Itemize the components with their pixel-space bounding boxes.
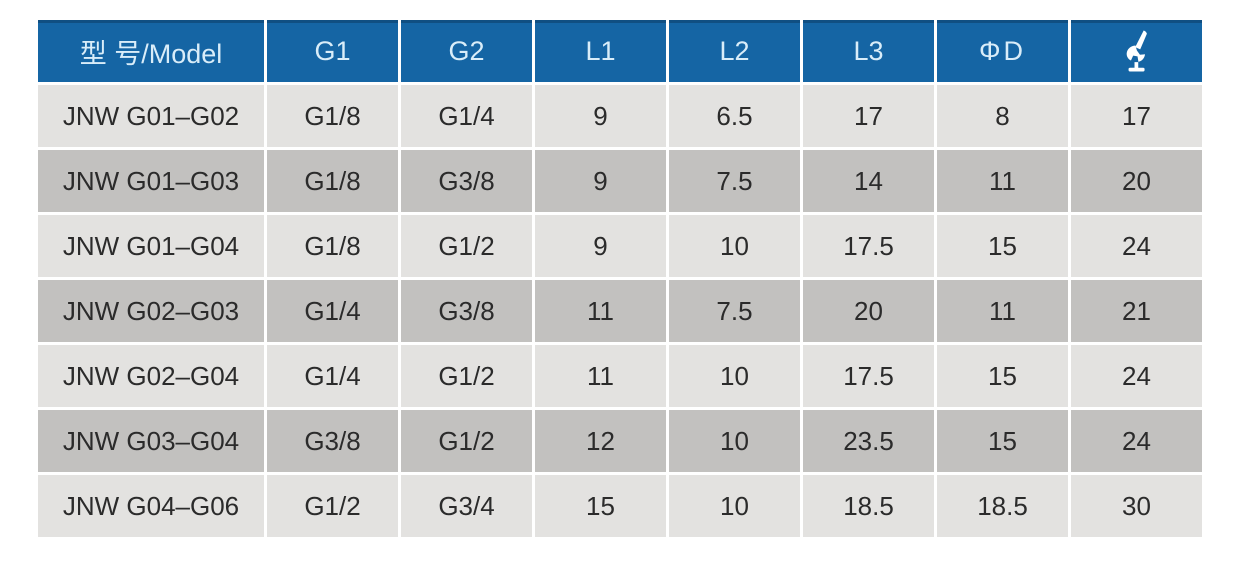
cell-model: JNW G03–G04 xyxy=(38,410,264,472)
cell-l1: 9 xyxy=(535,150,666,212)
table-row: JNW G03–G04 G3/8 G1/2 12 10 23.5 15 24 xyxy=(38,410,1202,472)
wrench-icon xyxy=(1121,29,1153,73)
cell-g2: G3/8 xyxy=(401,150,532,212)
cell-g1: G3/8 xyxy=(267,410,398,472)
cell-g1: G1/8 xyxy=(267,85,398,147)
cell-l2: 10 xyxy=(669,215,800,277)
cell-l2: 7.5 xyxy=(669,150,800,212)
cell-phi_d: 18.5 xyxy=(937,475,1068,537)
cell-g1: G1/4 xyxy=(267,345,398,407)
cell-g1: G1/4 xyxy=(267,280,398,342)
table-body: JNW G01–G02 G1/8 G1/4 9 6.5 17 8 17 JNW G01–G03 G… xyxy=(38,85,1202,537)
cell-l2: 10 xyxy=(669,410,800,472)
cell-wrench_size: 20 xyxy=(1071,150,1202,212)
cell-l1: 9 xyxy=(535,85,666,147)
cell-l3: 17.5 xyxy=(803,215,934,277)
header-row: 型 号/Model G1 G2 L1 L2 L3 ΦD xyxy=(38,20,1202,82)
cell-l1: 11 xyxy=(535,345,666,407)
cell-model: JNW G01–G04 xyxy=(38,215,264,277)
cell-l3: 14 xyxy=(803,150,934,212)
cell-phi_d: 8 xyxy=(937,85,1068,147)
header-l3: L3 xyxy=(803,20,934,82)
header-model: 型 号/Model xyxy=(38,20,264,82)
cell-wrench_size: 24 xyxy=(1071,410,1202,472)
cell-phi_d: 11 xyxy=(937,280,1068,342)
cell-wrench_size: 21 xyxy=(1071,280,1202,342)
cell-l2: 10 xyxy=(669,345,800,407)
header-phi-d: ΦD xyxy=(937,20,1068,82)
header-l1: L1 xyxy=(535,20,666,82)
cell-l2: 6.5 xyxy=(669,85,800,147)
cell-g2: G1/2 xyxy=(401,215,532,277)
cell-l1: 9 xyxy=(535,215,666,277)
table-row: JNW G01–G02 G1/8 G1/4 9 6.5 17 8 17 xyxy=(38,85,1202,147)
cell-g1: G1/8 xyxy=(267,215,398,277)
table-row: JNW G02–G03 G1/4 G3/8 11 7.5 20 11 21 xyxy=(38,280,1202,342)
cell-phi_d: 11 xyxy=(937,150,1068,212)
cell-wrench_size: 30 xyxy=(1071,475,1202,537)
table-row: JNW G01–G03 G1/8 G3/8 9 7.5 14 11 20 xyxy=(38,150,1202,212)
cell-g1: G1/2 xyxy=(267,475,398,537)
cell-l1: 12 xyxy=(535,410,666,472)
cell-l3: 18.5 xyxy=(803,475,934,537)
table-row: JNW G01–G04 G1/8 G1/2 9 10 17.5 15 24 xyxy=(38,215,1202,277)
cell-l1: 15 xyxy=(535,475,666,537)
cell-model: JNW G02–G04 xyxy=(38,345,264,407)
cell-l3: 20 xyxy=(803,280,934,342)
cell-l1: 11 xyxy=(535,280,666,342)
spec-table: 型 号/Model G1 G2 L1 L2 L3 ΦD xyxy=(35,17,1205,540)
cell-l2: 10 xyxy=(669,475,800,537)
cell-wrench_size: 17 xyxy=(1071,85,1202,147)
cell-phi_d: 15 xyxy=(937,345,1068,407)
cell-wrench_size: 24 xyxy=(1071,215,1202,277)
table-header: 型 号/Model G1 G2 L1 L2 L3 ΦD xyxy=(38,20,1202,82)
header-wrench xyxy=(1071,20,1202,82)
header-g2: G2 xyxy=(401,20,532,82)
cell-g2: G3/4 xyxy=(401,475,532,537)
cell-g2: G1/2 xyxy=(401,345,532,407)
cell-model: JNW G04–G06 xyxy=(38,475,264,537)
table-row: JNW G02–G04 G1/4 G1/2 11 10 17.5 15 24 xyxy=(38,345,1202,407)
cell-phi_d: 15 xyxy=(937,215,1068,277)
header-l2: L2 xyxy=(669,20,800,82)
cell-model: JNW G01–G03 xyxy=(38,150,264,212)
cell-l3: 23.5 xyxy=(803,410,934,472)
cell-l3: 17 xyxy=(803,85,934,147)
cell-g2: G3/8 xyxy=(401,280,532,342)
cell-g1: G1/8 xyxy=(267,150,398,212)
cell-g2: G1/4 xyxy=(401,85,532,147)
cell-model: JNW G02–G03 xyxy=(38,280,264,342)
cell-l2: 7.5 xyxy=(669,280,800,342)
cell-model: JNW G01–G02 xyxy=(38,85,264,147)
header-g1: G1 xyxy=(267,20,398,82)
cell-g2: G1/2 xyxy=(401,410,532,472)
cell-phi_d: 15 xyxy=(937,410,1068,472)
cell-l3: 17.5 xyxy=(803,345,934,407)
cell-wrench_size: 24 xyxy=(1071,345,1202,407)
table-row: JNW G04–G06 G1/2 G3/4 15 10 18.5 18.5 30 xyxy=(38,475,1202,537)
